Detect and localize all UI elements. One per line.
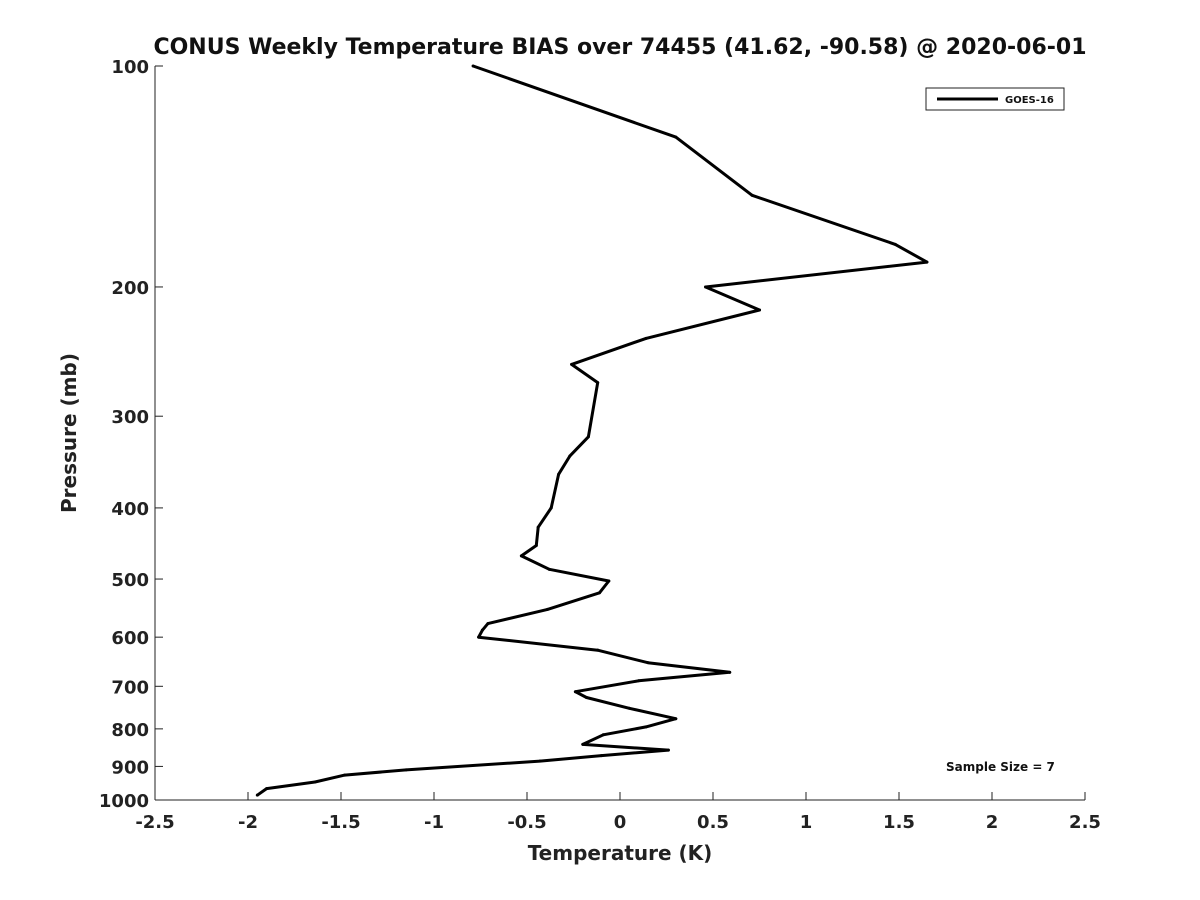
y-tick-label: 300 xyxy=(111,407,149,428)
x-axis-ticks: -2.5 -2 -1.5 -1 -0.5 0 0.5 1 1.5 2 2.5 xyxy=(135,792,1101,833)
data-point xyxy=(534,543,538,547)
data-point xyxy=(601,733,605,737)
data-point xyxy=(568,454,572,458)
y-axis-ticks: 100 200 300 400 500 600 700 800 900 1000 xyxy=(99,57,163,812)
data-point xyxy=(607,579,611,583)
data-point xyxy=(471,64,475,68)
data-point xyxy=(570,362,574,366)
data-point xyxy=(674,717,678,721)
x-axis-label: Temperature (K) xyxy=(528,841,713,865)
data-point xyxy=(750,193,754,197)
x-tick-label: 2.5 xyxy=(1069,812,1101,833)
y-tick-label: 500 xyxy=(111,570,149,591)
y-tick-label: 600 xyxy=(111,628,149,649)
data-point xyxy=(557,472,561,476)
data-point xyxy=(547,567,551,571)
data-point xyxy=(536,525,540,529)
data-point xyxy=(480,628,484,632)
data-point xyxy=(343,773,347,777)
data-point xyxy=(728,670,732,674)
data-point xyxy=(925,260,929,264)
data-point xyxy=(586,435,590,439)
y-tick-label: 1000 xyxy=(99,791,149,812)
series-points xyxy=(255,64,929,797)
x-tick-label: -1.5 xyxy=(321,812,360,833)
y-tick-label: 900 xyxy=(111,757,149,778)
y-tick-label: 200 xyxy=(111,278,149,299)
data-point xyxy=(704,285,708,289)
legend-label: GOES-16 xyxy=(1005,95,1054,106)
chart-title: CONUS Weekly Temperature BIAS over 74455… xyxy=(153,35,1086,60)
data-point xyxy=(255,793,259,797)
data-point xyxy=(674,135,678,139)
data-point xyxy=(598,591,602,595)
x-tick-label: 1 xyxy=(800,812,813,833)
data-point xyxy=(538,759,542,763)
data-point xyxy=(596,648,600,652)
data-point xyxy=(599,754,603,758)
x-tick-label: -1 xyxy=(424,812,444,833)
x-tick-label: 0 xyxy=(614,812,627,833)
x-tick-label: 1.5 xyxy=(883,812,915,833)
y-tick-label: 800 xyxy=(111,720,149,741)
y-tick-label: 700 xyxy=(111,677,149,698)
data-point xyxy=(404,768,408,772)
legend: GOES-16 xyxy=(925,87,1065,111)
data-point xyxy=(519,554,523,558)
x-tick-label: -2 xyxy=(238,812,258,833)
x-tick-label: 2 xyxy=(986,812,999,833)
plot-area xyxy=(154,66,1085,801)
data-point xyxy=(666,748,670,752)
data-point xyxy=(596,381,600,385)
data-point xyxy=(486,622,490,626)
data-point xyxy=(758,308,761,312)
data-point xyxy=(313,780,317,784)
data-point xyxy=(573,690,577,694)
sample-size-annotation: Sample Size = 7 xyxy=(946,760,1055,774)
data-point xyxy=(637,679,641,683)
data-point xyxy=(893,242,897,246)
data-point xyxy=(549,506,553,510)
series-line-goes-16 xyxy=(256,64,929,797)
data-point xyxy=(644,725,648,729)
y-tick-label: 100 xyxy=(111,57,149,78)
y-tick-label: 400 xyxy=(111,499,149,520)
data-point xyxy=(585,695,589,699)
x-tick-label: -2.5 xyxy=(135,812,174,833)
data-point xyxy=(646,661,650,665)
y-axis-label: Pressure (mb) xyxy=(57,353,81,513)
data-point xyxy=(265,787,269,791)
data-point xyxy=(627,706,631,710)
data-point xyxy=(581,742,585,746)
data-point xyxy=(644,336,648,340)
x-tick-label: -0.5 xyxy=(507,812,546,833)
data-point xyxy=(477,635,481,639)
data-point xyxy=(545,607,549,611)
x-tick-label: 0.5 xyxy=(697,812,729,833)
